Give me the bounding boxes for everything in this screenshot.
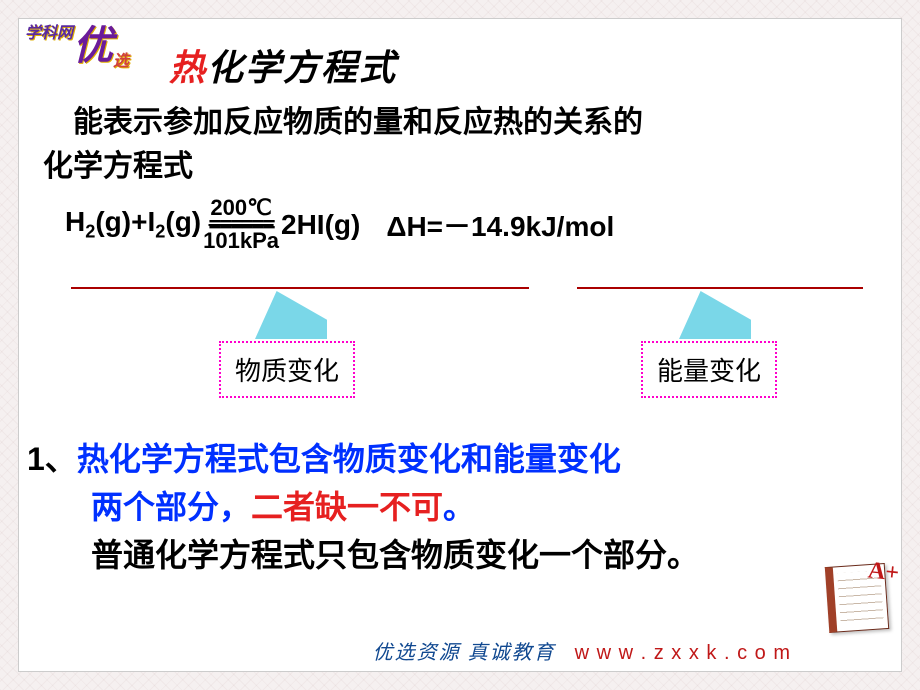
footer: 优选资源 真诚教育 w w w . z x x k . c o m — [373, 636, 791, 665]
definition-text: 能表示参加反应物质的量和反应热的关系的 化学方程式 — [43, 101, 877, 188]
eq-arrow-bot: 101kPa — [203, 230, 279, 252]
slide: 学科网优选 热化学方程式 能表示参加反应物质的量和反应热的关系的 化学方程式 H… — [18, 18, 902, 672]
brand-big: 优 — [73, 23, 113, 68]
brand-pick: 选 — [113, 47, 129, 71]
bullet-black-c: 。 — [443, 489, 475, 525]
grade-badge: A+ — [867, 557, 901, 587]
eq-h: H — [65, 206, 85, 237]
brand-logo: 学科网优选 — [25, 13, 129, 71]
eq-sub2: 2 — [155, 222, 165, 242]
eq-lhs: H2(g)+I2(g) — [65, 206, 201, 243]
eq-mid: (g)+I — [95, 206, 155, 237]
eq-rhs: 2HI(g) — [281, 209, 360, 241]
bullet-point-1: 1、热化学方程式包含物质变化和能量变化 两个部分，二者缺一不可。 普通化学方程式… — [27, 435, 885, 579]
bullet-line2: 两个部分，二者缺一不可。 — [27, 483, 885, 531]
bullet-black-a: 化学方程式包含物质变化和能量变化 — [109, 441, 621, 477]
callout-substance-label: 物质变化 — [235, 357, 339, 386]
eq-sub1: 2 — [85, 222, 95, 242]
callout-tail-1 — [255, 291, 327, 339]
brand-small: 学科网 — [25, 19, 73, 43]
title-black: 化学方程式 — [207, 48, 397, 88]
underline-energy — [577, 279, 863, 289]
eq-deltaH: ΔH=－14.9kJ/mol — [386, 205, 614, 245]
callout-tail-2 — [679, 291, 751, 339]
definition-line1: 能表示参加反应物质的量和反应热的关系的 — [43, 106, 643, 139]
equation: H2(g)+I2(g) 200℃ ====== 101kPa 2HI(g) ΔH… — [65, 197, 877, 252]
title-red: 热 — [169, 48, 207, 88]
footer-slogan: 优选资源 真诚教育 — [373, 642, 556, 664]
callout-energy-label: 能量变化 — [657, 357, 761, 386]
underline-substance — [71, 279, 529, 289]
eq-post: (g) — [165, 206, 201, 237]
callout-energy: 能量变化 — [641, 341, 777, 398]
definition-line2: 化学方程式 — [43, 150, 193, 183]
bullet-line3: 普通化学方程式只包含物质变化一个部分。 — [27, 531, 885, 579]
bullet-blue: 热 — [77, 441, 109, 477]
footer-url: w w w . z x x k . c o m — [575, 642, 791, 664]
notebook-icon: A+ — [827, 565, 897, 639]
bullet-num: 1、 — [27, 441, 77, 477]
eq-arrow: 200℃ ====== 101kPa — [203, 197, 279, 252]
page-title: 热化学方程式 — [169, 39, 397, 91]
bullet-black-b: 两个部分， — [91, 489, 251, 525]
bullet-red: 二者缺一不可 — [251, 489, 443, 525]
callout-substance: 物质变化 — [219, 341, 355, 398]
